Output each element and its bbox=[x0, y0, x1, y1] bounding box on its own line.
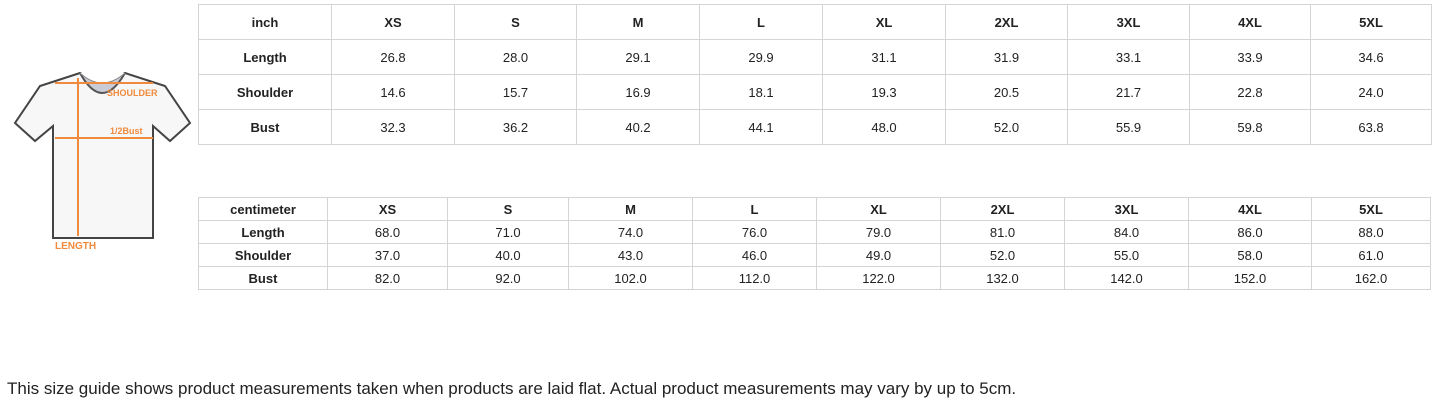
table-row: Bust 32.3 36.2 40.2 44.1 48.0 52.0 55.9 59.8 63.8 bbox=[198, 109, 1432, 145]
shoulder-label: SHOULDER bbox=[107, 88, 158, 98]
column-header: 2XL bbox=[945, 4, 1068, 40]
column-header: L bbox=[699, 4, 823, 40]
row-header: Shoulder bbox=[198, 74, 332, 110]
table-cell: 81.0 bbox=[940, 220, 1065, 244]
table-cell: 162.0 bbox=[1311, 266, 1431, 290]
table-cell: 76.0 bbox=[692, 220, 817, 244]
table-cell: 31.9 bbox=[945, 39, 1068, 75]
column-header: centimeter bbox=[198, 197, 328, 221]
table-cell: 52.0 bbox=[945, 109, 1068, 145]
row-header: Shoulder bbox=[198, 243, 328, 267]
table-cell: 48.0 bbox=[822, 109, 946, 145]
tshirt-size-illustration: SHOULDER 1/2Bust LENGTH bbox=[13, 71, 192, 252]
table-cell: 21.7 bbox=[1067, 74, 1190, 110]
table-cell: 33.9 bbox=[1189, 39, 1311, 75]
table-cell: 63.8 bbox=[1310, 109, 1432, 145]
table-cell: 29.9 bbox=[699, 39, 823, 75]
row-header: Bust bbox=[198, 109, 332, 145]
centimeter-size-table: centimeter XS S M L XL 2XL 3XL 4XL 5XL Length 68.0 7… bbox=[198, 197, 1431, 290]
row-header: Length bbox=[198, 39, 332, 75]
table-row: Length 68.0 71.0 74.0 76.0 79.0 81.0 84.0 86.0 88… bbox=[198, 220, 1431, 244]
table-cell: 86.0 bbox=[1188, 220, 1312, 244]
column-header: XL bbox=[822, 4, 946, 40]
column-header: 4XL bbox=[1188, 197, 1312, 221]
row-header: Bust bbox=[198, 266, 328, 290]
row-header: Length bbox=[198, 220, 328, 244]
table-row: Shoulder 37.0 40.0 43.0 46.0 49.0 52.0 55.0 58.0… bbox=[198, 243, 1431, 267]
table-row: Shoulder 14.6 15.7 16.9 18.1 19.3 20.5 21.7 22.8… bbox=[198, 74, 1432, 110]
table-cell: 22.8 bbox=[1189, 74, 1311, 110]
table-cell: 84.0 bbox=[1064, 220, 1189, 244]
table-cell: 43.0 bbox=[568, 243, 693, 267]
table-cell: 52.0 bbox=[940, 243, 1065, 267]
table-cell: 40.0 bbox=[447, 243, 569, 267]
table-cell: 24.0 bbox=[1310, 74, 1432, 110]
length-label: LENGTH bbox=[55, 241, 96, 252]
table-cell: 71.0 bbox=[447, 220, 569, 244]
table-cell: 55.9 bbox=[1067, 109, 1190, 145]
table-cell: 28.0 bbox=[454, 39, 577, 75]
table-cell: 31.1 bbox=[822, 39, 946, 75]
column-header: inch bbox=[198, 4, 332, 40]
inch-size-table: inch XS S M L XL 2XL 3XL 4XL 5XL Length 26.8 28.0 29.… bbox=[198, 4, 1432, 145]
column-header: S bbox=[447, 197, 569, 221]
table-cell: 29.1 bbox=[576, 39, 700, 75]
column-header: M bbox=[576, 4, 700, 40]
column-header: M bbox=[568, 197, 693, 221]
column-header: XS bbox=[327, 197, 448, 221]
header-row: centimeter XS S M L XL 2XL 3XL 4XL 5XL bbox=[198, 197, 1431, 221]
column-header: S bbox=[454, 4, 577, 40]
table-cell: 33.1 bbox=[1067, 39, 1190, 75]
table-cell: 40.2 bbox=[576, 109, 700, 145]
column-header: XL bbox=[816, 197, 941, 221]
bust-label: 1/2Bust bbox=[110, 126, 143, 136]
table-cell: 74.0 bbox=[568, 220, 693, 244]
table-cell: 122.0 bbox=[816, 266, 941, 290]
table-cell: 68.0 bbox=[327, 220, 448, 244]
table-cell: 16.9 bbox=[576, 74, 700, 110]
column-header: 5XL bbox=[1310, 4, 1432, 40]
table-cell: 18.1 bbox=[699, 74, 823, 110]
column-header: 4XL bbox=[1189, 4, 1311, 40]
table-cell: 20.5 bbox=[945, 74, 1068, 110]
table-cell: 142.0 bbox=[1064, 266, 1189, 290]
table-cell: 46.0 bbox=[692, 243, 817, 267]
table-cell: 92.0 bbox=[447, 266, 569, 290]
table-cell: 58.0 bbox=[1188, 243, 1312, 267]
table-cell: 44.1 bbox=[699, 109, 823, 145]
table-row: Length 26.8 28.0 29.1 29.9 31.1 31.9 33.1 33.9 34… bbox=[198, 39, 1432, 75]
size-guide-note: This size guide shows product measuremen… bbox=[7, 379, 1017, 398]
table-cell: 37.0 bbox=[327, 243, 448, 267]
table-cell: 79.0 bbox=[816, 220, 941, 244]
table-cell: 59.8 bbox=[1189, 109, 1311, 145]
column-header: 5XL bbox=[1311, 197, 1431, 221]
table-cell: 36.2 bbox=[454, 109, 577, 145]
table-cell: 49.0 bbox=[816, 243, 941, 267]
column-header: 3XL bbox=[1064, 197, 1189, 221]
table-cell: 19.3 bbox=[822, 74, 946, 110]
table-cell: 88.0 bbox=[1311, 220, 1431, 244]
table-cell: 112.0 bbox=[692, 266, 817, 290]
table-cell: 61.0 bbox=[1311, 243, 1431, 267]
table-cell: 152.0 bbox=[1188, 266, 1312, 290]
table-cell: 26.8 bbox=[331, 39, 455, 75]
header-row: inch XS S M L XL 2XL 3XL 4XL 5XL bbox=[198, 4, 1432, 40]
column-header: 3XL bbox=[1067, 4, 1190, 40]
table-cell: 102.0 bbox=[568, 266, 693, 290]
table-cell: 55.0 bbox=[1064, 243, 1189, 267]
column-header: XS bbox=[331, 4, 455, 40]
table-cell: 82.0 bbox=[327, 266, 448, 290]
table-cell: 34.6 bbox=[1310, 39, 1432, 75]
column-header: L bbox=[692, 197, 817, 221]
table-cell: 32.3 bbox=[331, 109, 455, 145]
column-header: 2XL bbox=[940, 197, 1065, 221]
table-cell: 15.7 bbox=[454, 74, 577, 110]
table-cell: 132.0 bbox=[940, 266, 1065, 290]
table-cell: 14.6 bbox=[331, 74, 455, 110]
table-row: Bust 82.0 92.0 102.0 112.0 122.0 132.0 142.0 152… bbox=[198, 266, 1431, 290]
